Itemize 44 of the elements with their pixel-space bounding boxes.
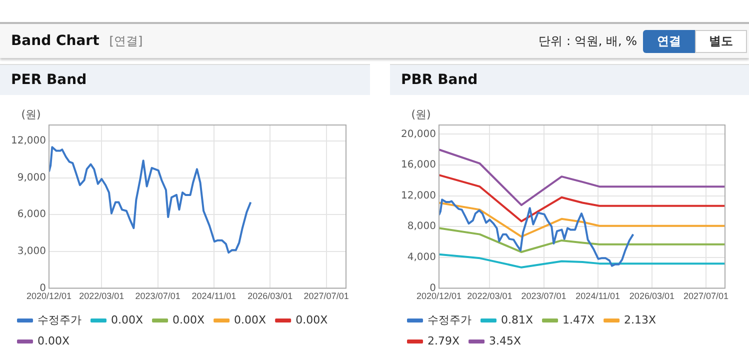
legend-label: 0.00X [234, 313, 267, 326]
y-tick-label: 6,000 [17, 209, 46, 220]
legend-label: 0.00X [172, 313, 206, 326]
x-tick-label: 2027/07/01 [684, 291, 729, 302]
x-tick-label: 2027/07/01 [304, 291, 349, 302]
x-tick-label: 2024/11/01 [576, 291, 620, 302]
y-tick-label: 20,000 [400, 128, 436, 140]
legend-label: 수정주가 [428, 313, 472, 326]
x-tick-label: 2023/07/01 [521, 291, 566, 302]
text: [연결] [109, 32, 143, 50]
x-tick-label: 2026/03/01 [629, 291, 674, 302]
y-tick-label: 0 [40, 282, 46, 294]
y-axis-title: (원) [411, 108, 431, 121]
legend-label: 0.81X [501, 313, 534, 326]
y-tick-label: 8,000 [407, 221, 436, 232]
y-tick-label: 0 [430, 282, 436, 294]
text: 별도 [695, 30, 747, 52]
y-tick-label: 4,000 [407, 252, 436, 263]
x-tick-label: 2022/03/01 [79, 291, 124, 302]
y-tick-label: 12,000 [10, 136, 46, 147]
chart-title: PBR Band [390, 64, 749, 95]
y-axis-title: (원) [21, 108, 41, 121]
x-tick-label: 2020/12/01 [416, 291, 462, 302]
chart-title: PER Band [0, 64, 370, 95]
text: 연결 [643, 30, 695, 52]
y-tick-label: 3,000 [17, 246, 46, 257]
legend-label: 0.00X [38, 334, 70, 348]
legend-label: 2.13X [624, 313, 657, 326]
legend-label: 1.47X [562, 313, 596, 326]
x-tick-label: 2024/11/01 [192, 291, 236, 302]
x-tick-label: 2020/12/01 [26, 291, 72, 302]
legend-label: 수정주가 [38, 313, 82, 326]
x-tick-label: 2023/07/01 [135, 291, 180, 302]
legend-label: 0.00X [296, 313, 328, 326]
legend-label: 3.45X [489, 334, 522, 348]
x-tick-label: 2026/03/01 [248, 291, 293, 302]
y-tick-label: 16,000 [400, 160, 436, 171]
y-tick-label: 9,000 [17, 172, 46, 184]
legend-label: 0.00X [111, 313, 144, 326]
text: Band Chart [11, 33, 100, 49]
legend-label: 2.79X [428, 334, 460, 348]
x-tick-label: 2022/03/01 [467, 291, 512, 302]
text: 단위 : 억원, 배, % [538, 32, 637, 50]
y-tick-label: 12,000 [400, 190, 436, 202]
